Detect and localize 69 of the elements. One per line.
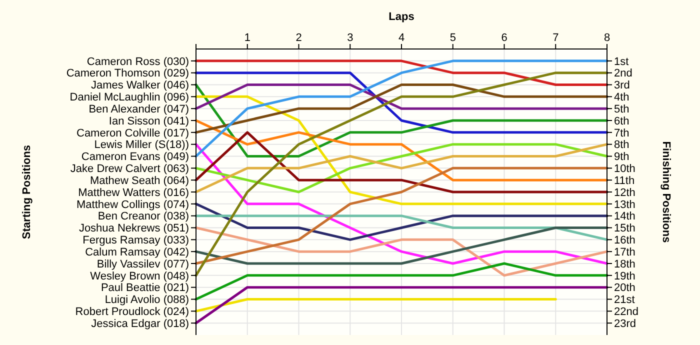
y-tick-label: 1st	[614, 56, 629, 68]
text: Starting Positions	[21, 144, 33, 240]
line-series	[194, 202, 608, 241]
y-tick-label: 5th	[614, 103, 630, 116]
y-tick-label: 6th	[614, 115, 630, 128]
text: Lewis Miller (S(18))	[94, 139, 189, 152]
line-series	[194, 226, 608, 277]
text: Ben Creanor (038)	[98, 210, 189, 223]
text: Paul Beattie (021)	[100, 282, 189, 294]
x-tick-label: 8	[604, 32, 610, 44]
text: Luigi Avolio (088)	[104, 294, 189, 306]
y-tick-label: 8th	[614, 139, 630, 152]
y-tick-label: 7th	[614, 127, 630, 140]
text: James Walker (046)	[90, 80, 189, 92]
y-axis-title: Finishing Positions	[660, 141, 672, 243]
text: Robert Proudlock (024)	[75, 306, 189, 318]
text: Billy Vassilev (077)	[96, 258, 189, 270]
y-tick-label: 10th	[614, 163, 636, 176]
x-tick-label: 1	[244, 32, 250, 44]
text: Matthew Collings (074)	[76, 198, 189, 211]
text: Cameron Colville (017)	[76, 127, 189, 140]
x-tick-label: 3	[347, 32, 354, 44]
y-tick-label: 12th	[614, 186, 636, 199]
y-tick-label: 2nd	[614, 68, 632, 80]
line-series	[194, 60, 608, 158]
y-tick-label: 20th	[614, 282, 636, 294]
text: Joshua Nekrews (051)	[78, 222, 189, 235]
text: Ian Sisson (041)	[108, 115, 189, 128]
y-tick-label: 11th	[614, 174, 635, 187]
text: Matthew Watters (016)	[78, 186, 189, 199]
text: Fergus Ramsay (033)	[82, 234, 189, 247]
line-series	[194, 119, 608, 182]
y-tick-label: 18th	[614, 258, 636, 270]
x-tick-label: 2	[296, 32, 302, 44]
x-tick-label: 4	[398, 32, 405, 44]
text: Cameron Thomson (029)	[66, 68, 189, 80]
y-tick-label: 22nd	[614, 306, 638, 318]
y-tick-label: 19th	[614, 270, 636, 282]
line-series	[194, 84, 608, 134]
line-series	[194, 166, 608, 265]
y-tick-label: 3rd	[614, 80, 630, 92]
line-series	[194, 95, 608, 206]
y-tick-label: 13th	[614, 198, 636, 211]
x-tick-label: 5	[450, 32, 456, 44]
line-series	[194, 143, 608, 194]
x-axis-title: Laps	[388, 11, 414, 23]
line-series	[194, 226, 608, 265]
text: Jessica Edgar (018)	[91, 318, 189, 330]
y-tick-label: 9th	[614, 151, 630, 164]
text: Ben Alexander (047)	[88, 103, 189, 116]
y-tick-label: 16th	[614, 234, 636, 247]
text: Cameron Evans (049)	[81, 151, 189, 164]
line-series	[194, 84, 608, 158]
y-tick-label: 17th	[614, 246, 636, 258]
text: Wesley Brown (048)	[90, 270, 189, 282]
line-series	[194, 72, 608, 277]
y-tick-label: 21st	[614, 294, 635, 306]
y-tick-label: 14th	[614, 210, 636, 223]
y-tick-label: 4th	[614, 92, 630, 104]
text: Calum Ramsay (042)	[85, 246, 189, 258]
text: Cameron Ross (030)	[86, 56, 189, 68]
x-tick-label: 7	[552, 32, 559, 44]
y-tick-label: 23rd	[614, 318, 636, 330]
text: Mathew Seath (064)	[90, 174, 189, 187]
x-tick-label: 6	[501, 32, 508, 44]
y-tick-label: 15th	[614, 222, 636, 235]
text: Jake Drew Calvert (063)	[70, 163, 189, 176]
text: Daniel McLaughlin (096)	[70, 92, 189, 104]
line-series	[194, 143, 608, 265]
